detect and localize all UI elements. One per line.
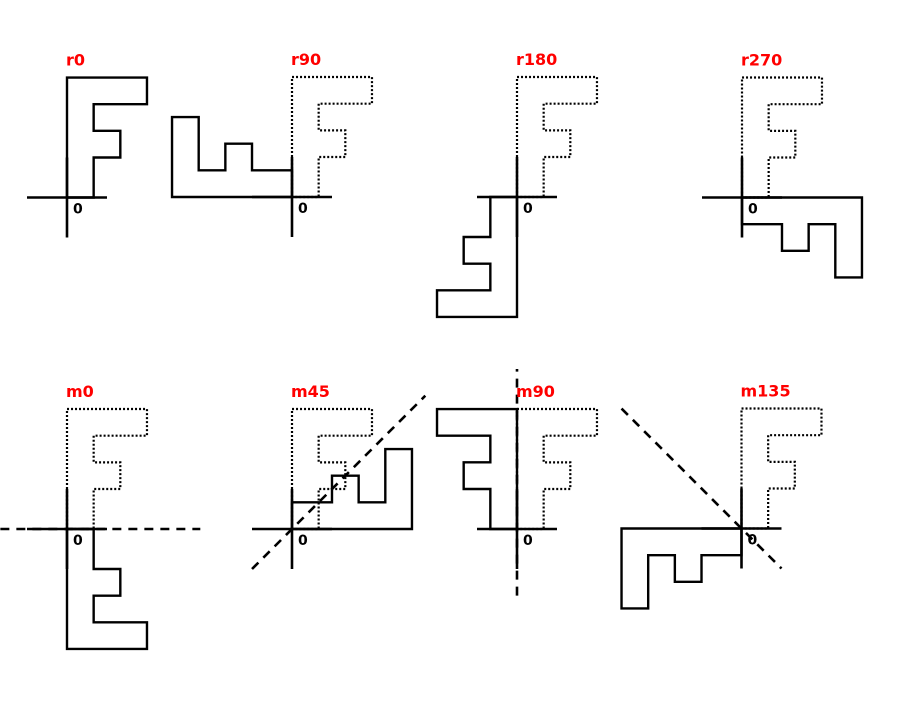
transformed-shape-solid: [65, 527, 149, 651]
origin-label: 0: [523, 201, 533, 217]
panel-label: m45: [291, 382, 330, 401]
panel-label: r270: [741, 51, 782, 70]
panel-label: r180: [516, 50, 557, 69]
panel-r90: r90 0: [170, 50, 374, 237]
mirror-line: [251, 394, 427, 570]
panel-m90: m90 0: [435, 369, 599, 596]
panel-label: r90: [291, 50, 321, 69]
transformed-shape-solid: [170, 115, 294, 199]
transformed-shape-solid: [290, 447, 414, 531]
panel-label: m135: [741, 382, 791, 401]
mirror-line: [620, 407, 783, 570]
origin-label: 0: [73, 202, 83, 218]
original-shape-dotted: [290, 407, 374, 531]
origin-label: 0: [748, 202, 758, 218]
origin-label: 0: [523, 533, 533, 549]
origin-label: 0: [298, 201, 308, 217]
panel-label: m90: [516, 382, 555, 401]
transformed-shape-solid: [65, 76, 149, 199]
panel-m135: m135 0: [620, 382, 823, 610]
panel-r270: r270 0: [702, 51, 864, 279]
original-shape-dotted: [65, 407, 149, 531]
transformed-shape-solid: [740, 196, 864, 279]
origin-label: 0: [298, 533, 308, 549]
transformed-shape-solid: [435, 195, 519, 319]
origin-label: 0: [748, 533, 758, 549]
transformed-shape-solid: [435, 407, 519, 531]
original-shape-dotted: [515, 407, 599, 531]
original-shape-dotted: [740, 407, 823, 530]
original-shape-dotted: [515, 75, 599, 199]
original-shape-dotted: [290, 75, 374, 199]
original-shape-dotted: [740, 76, 824, 199]
origin-label: 0: [73, 533, 83, 549]
panel-m45: m45 0: [251, 382, 427, 570]
transformed-shape-solid: [620, 527, 743, 610]
panel-label: m0: [66, 382, 94, 401]
panel-label: r0: [66, 51, 85, 70]
panel-m0: m0 0: [0, 382, 201, 651]
panel-r180: r180 0: [435, 50, 599, 319]
panel-r0: r0 0: [27, 51, 149, 238]
